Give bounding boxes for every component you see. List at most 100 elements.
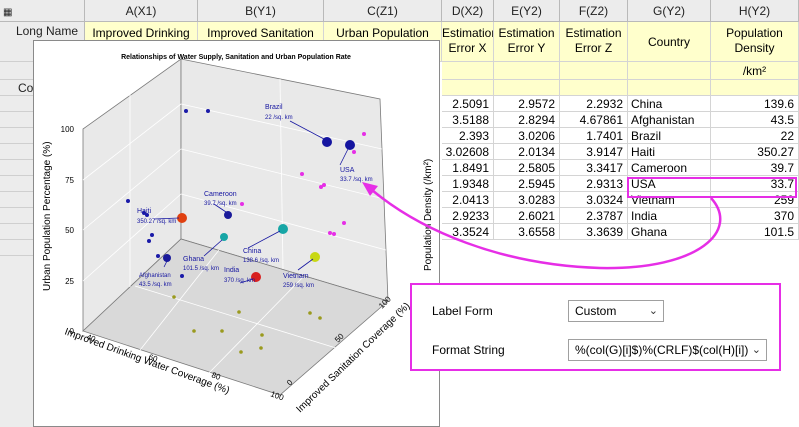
long-name-g[interactable]: Country [628,22,711,62]
cell-f-1[interactable]: 2.2932 [560,96,628,112]
projection-point [259,346,263,350]
cell-d-4[interactable]: 3.02608 [442,144,494,160]
cell-e-2[interactable]: 2.8294 [494,112,560,128]
label-cameroon-detail: 39.7 /sq. km [204,201,237,207]
data-point-usa [345,140,355,150]
cell-g-3[interactable]: Brazil [628,128,711,144]
label-vietnam-detail: 259 /sq. km [283,283,314,289]
projection-point [180,274,184,278]
long-name-h[interactable]: Population Density [711,22,799,62]
comments-h[interactable] [711,80,799,96]
cell-f-8[interactable]: 2.3787 [560,208,628,224]
z-tick: 100 [61,125,75,134]
projection-point [342,221,346,225]
cell-d-5[interactable]: 1.8491 [442,160,494,176]
projection-point [300,172,304,176]
cell-e-7[interactable]: 3.0283 [494,192,560,208]
z-axis-label: Urban Population Percentage (%) [42,141,53,291]
projection-point [308,311,312,315]
cell-g-2[interactable]: Afghanistan [628,112,711,128]
projection-point [184,109,188,113]
units-e[interactable] [494,62,560,80]
label-usa-detail: 33.7 /sq. km [340,177,373,183]
chevron-down-icon: ⌄ [751,344,761,356]
label-afghanistan-detail: 43.5 /sq. km [139,282,172,288]
units-g[interactable] [628,62,711,80]
long-name-d[interactable]: Estimation Error X [442,22,494,62]
cell-h-1[interactable]: 139.6 [711,96,799,112]
label-form-label: Label Form [432,304,493,318]
comments-d[interactable] [442,80,494,96]
cell-h-4[interactable]: 350.27 [711,144,799,160]
column-header-g[interactable]: G(Y2) [628,0,711,22]
cell-f-5[interactable]: 3.3417 [560,160,628,176]
cell-h-5[interactable]: 39.7 [711,160,799,176]
comments-f[interactable] [560,80,628,96]
sheet-corner[interactable]: ▦ [0,0,85,22]
cell-g-5[interactable]: Cameroon [628,160,711,176]
cell-e-9[interactable]: 3.6558 [494,224,560,240]
wall-grid [82,78,387,377]
units-d[interactable] [442,62,494,80]
sheet-bottom-fill [0,256,33,427]
projection-point [260,333,264,337]
projection-point [240,202,244,206]
cell-h-2[interactable]: 43.5 [711,112,799,128]
right-axis-label: Population Density (/km²) [423,159,434,271]
cell-f-7[interactable]: 3.0324 [560,192,628,208]
cell-f-9[interactable]: 3.3639 [560,224,628,240]
projection-point [362,132,366,136]
column-header-h[interactable]: H(Y2) [711,0,799,22]
comments-e[interactable] [494,80,560,96]
cell-e-8[interactable]: 2.6021 [494,208,560,224]
cell-h-8[interactable]: 370 [711,208,799,224]
column-header-b[interactable]: B(Y1) [198,0,324,22]
units-h[interactable]: /km² [711,62,799,80]
cell-h-9[interactable]: 101.5 [711,224,799,240]
units-f[interactable] [560,62,628,80]
projection-point [352,150,356,154]
cell-e-4[interactable]: 2.0134 [494,144,560,160]
column-header-e[interactable]: E(Y2) [494,0,560,22]
cell-e-6[interactable]: 2.5945 [494,176,560,192]
column-header-f[interactable]: F(Z2) [560,0,628,22]
cell-d-1[interactable]: 2.5091 [442,96,494,112]
cell-d-9[interactable]: 3.3524 [442,224,494,240]
projection-point [220,329,224,333]
cell-f-2[interactable]: 4.67861 [560,112,628,128]
cell-f-4[interactable]: 3.9147 [560,144,628,160]
cell-e-1[interactable]: 2.9572 [494,96,560,112]
cell-d-3[interactable]: 2.393 [442,128,494,144]
cell-g-1[interactable]: China [628,96,711,112]
column-header-c[interactable]: C(Z1) [324,0,442,22]
cell-h-3[interactable]: 22 [711,128,799,144]
label-haiti-detail: 350.27 /sq. km [137,219,176,225]
cell-e-3[interactable]: 3.0206 [494,128,560,144]
cell-g-9[interactable]: Ghana [628,224,711,240]
data-point-brazil [322,137,332,147]
column-header-d[interactable]: D(X2) [442,0,494,22]
projection-point [319,185,323,189]
long-name-f[interactable]: Estimation Error Z [560,22,628,62]
label-settings-panel: Label Form Custom ⌄ Format String %(col(… [410,283,781,371]
comments-g[interactable] [628,80,711,96]
projection-point [237,310,241,314]
cell-d-2[interactable]: 3.5188 [442,112,494,128]
long-name-e[interactable]: Estimation Error Y [494,22,560,62]
cell-d-6[interactable]: 1.9348 [442,176,494,192]
graph-window[interactable]: Relationships of Water Supply, Sanitatio… [33,40,440,427]
projection-point [206,109,210,113]
cell-f-3[interactable]: 1.7401 [560,128,628,144]
cell-g-4[interactable]: Haiti [628,144,711,160]
z-tick: 75 [65,176,74,185]
cell-d-7[interactable]: 2.0413 [442,192,494,208]
cell-f-6[interactable]: 2.9313 [560,176,628,192]
label-form-dropdown[interactable]: Custom ⌄ [568,300,664,322]
cell-d-8[interactable]: 2.9233 [442,208,494,224]
format-string-label: Format String [432,343,505,357]
column-header-a[interactable]: A(X1) [85,0,198,22]
cell-e-5[interactable]: 2.5805 [494,160,560,176]
cell-g-8[interactable]: India [628,208,711,224]
data-point-haiti [177,213,187,223]
format-string-combo[interactable]: %(col(G)[i]$)%(CRLF)$(col(H)[i]) ⌄ [568,339,767,361]
